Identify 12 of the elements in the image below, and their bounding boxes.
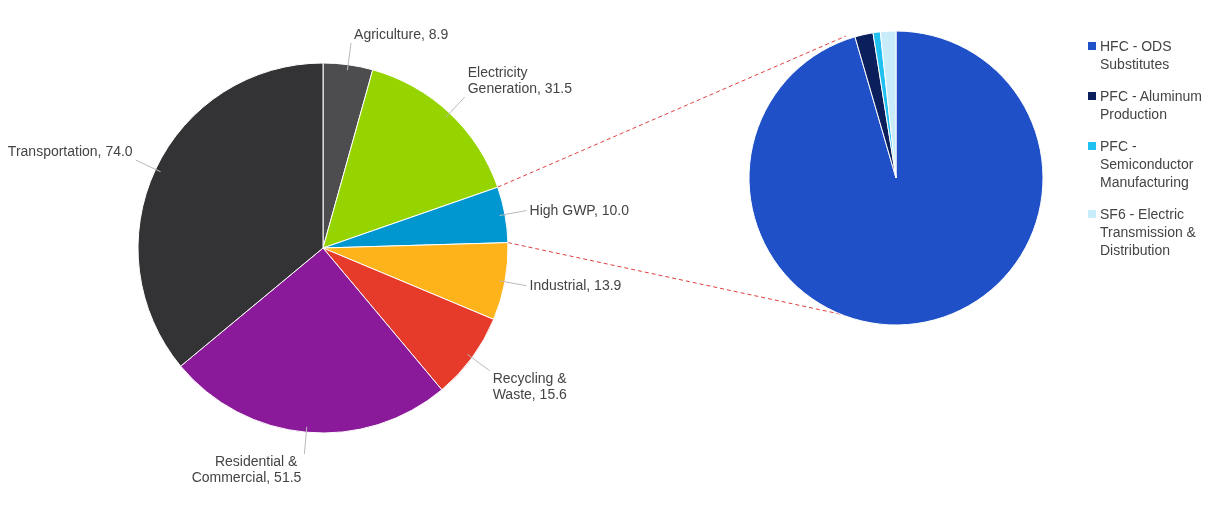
slice-label: High GWP, 10.0 — [529, 201, 630, 218]
slice-label: Electricity Generation, 31.5 — [467, 64, 573, 97]
slice-label: Recycling & Waste, 15.6 — [492, 369, 568, 402]
legend-label: PFC - Semiconductor Manufacturing — [1100, 138, 1194, 190]
legend-label: PFC - Aluminum Production — [1100, 88, 1202, 122]
legend-label: HFC - ODS Substitutes — [1100, 38, 1172, 72]
pie-slice — [748, 30, 1044, 326]
slice-label: Residential & Commercial, 51.5 — [191, 453, 302, 486]
slice-label: Agriculture, 8.9 — [354, 25, 449, 42]
slice-label: Industrial, 13.9 — [529, 276, 622, 293]
slice-label: Transportation, 74.0 — [7, 143, 133, 160]
legend-label: SF6 - Electric Transmission & Distribution — [1100, 206, 1197, 258]
